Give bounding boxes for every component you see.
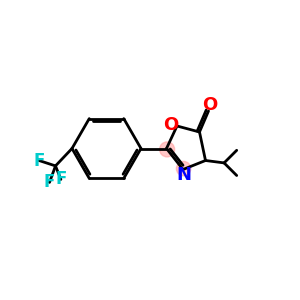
Text: O: O	[202, 96, 217, 114]
Text: F: F	[44, 173, 55, 191]
Circle shape	[160, 142, 175, 157]
Text: O: O	[163, 116, 178, 134]
Text: F: F	[55, 170, 67, 188]
Text: N: N	[176, 166, 191, 184]
Text: F: F	[33, 152, 45, 169]
Circle shape	[176, 161, 191, 176]
